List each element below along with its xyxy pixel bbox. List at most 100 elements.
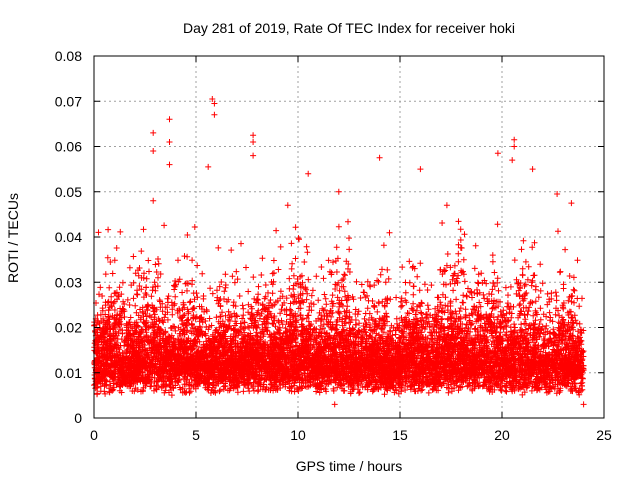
data-point bbox=[148, 293, 155, 300]
data-point bbox=[277, 243, 284, 250]
data-point bbox=[398, 303, 405, 310]
data-point bbox=[520, 237, 527, 244]
data-point bbox=[532, 298, 539, 305]
data-point bbox=[503, 310, 510, 317]
data-point bbox=[292, 224, 299, 231]
data-point bbox=[270, 257, 277, 264]
data-point bbox=[386, 229, 393, 236]
data-point bbox=[262, 282, 269, 288]
data-point bbox=[250, 274, 257, 281]
data-point bbox=[398, 388, 405, 395]
data-point bbox=[108, 293, 115, 300]
data-point bbox=[361, 289, 368, 296]
data-point bbox=[517, 301, 524, 307]
data-point bbox=[275, 266, 282, 273]
data-point bbox=[495, 287, 502, 294]
data-point bbox=[543, 389, 550, 396]
data-point bbox=[554, 343, 561, 350]
data-point bbox=[399, 264, 406, 271]
data-point bbox=[234, 389, 241, 396]
data-point bbox=[570, 286, 577, 293]
data-points bbox=[91, 96, 587, 408]
data-point bbox=[424, 302, 431, 309]
data-point bbox=[524, 276, 531, 283]
data-point bbox=[172, 293, 179, 300]
data-point bbox=[341, 271, 348, 278]
data-point bbox=[387, 296, 394, 303]
data-point bbox=[152, 261, 159, 268]
data-point bbox=[191, 224, 198, 230]
data-point bbox=[356, 390, 362, 397]
data-point bbox=[189, 257, 196, 264]
data-point bbox=[271, 270, 277, 276]
data-point bbox=[106, 284, 113, 291]
data-point bbox=[239, 302, 246, 309]
data-point bbox=[457, 305, 464, 312]
data-point bbox=[126, 264, 133, 271]
data-point bbox=[519, 271, 526, 278]
data-point bbox=[511, 257, 518, 264]
data-point bbox=[200, 295, 207, 302]
data-point bbox=[402, 289, 409, 296]
data-point bbox=[424, 287, 431, 293]
data-point bbox=[450, 287, 457, 294]
data-point bbox=[385, 275, 392, 282]
data-point bbox=[119, 279, 126, 286]
data-point bbox=[222, 284, 229, 291]
data-point bbox=[555, 324, 562, 331]
data-point bbox=[155, 256, 161, 262]
data-point bbox=[539, 280, 546, 287]
data-point bbox=[381, 391, 388, 398]
data-point bbox=[357, 295, 364, 301]
data-point bbox=[234, 276, 241, 283]
data-point bbox=[243, 264, 249, 271]
data-point bbox=[313, 273, 320, 280]
data-point bbox=[511, 321, 518, 328]
data-point bbox=[531, 272, 538, 279]
data-point bbox=[472, 242, 479, 249]
data-point bbox=[255, 291, 262, 298]
data-point bbox=[267, 297, 274, 303]
data-point bbox=[455, 250, 462, 257]
data-point bbox=[455, 218, 462, 225]
chart-title: Day 281 of 2019, Rate Of TEC Index for r… bbox=[183, 20, 515, 36]
data-point bbox=[457, 226, 464, 233]
data-point bbox=[321, 291, 328, 298]
data-point bbox=[175, 257, 181, 264]
data-point bbox=[393, 315, 400, 322]
data-point bbox=[476, 299, 483, 306]
data-point bbox=[214, 287, 220, 294]
data-point bbox=[406, 258, 413, 265]
data-point bbox=[544, 290, 551, 297]
data-point bbox=[273, 227, 280, 234]
data-point bbox=[323, 301, 330, 308]
data-point bbox=[111, 257, 118, 264]
data-point bbox=[526, 304, 533, 311]
data-point bbox=[104, 254, 111, 261]
data-point bbox=[502, 284, 509, 291]
data-point bbox=[384, 266, 391, 273]
data-point bbox=[494, 221, 501, 228]
data-point bbox=[286, 275, 293, 282]
data-point bbox=[113, 245, 120, 251]
data-point bbox=[393, 294, 400, 301]
data-point bbox=[320, 275, 327, 282]
data-point bbox=[228, 247, 235, 254]
data-point bbox=[199, 270, 206, 277]
data-point bbox=[96, 291, 102, 298]
data-point bbox=[145, 257, 152, 264]
data-point bbox=[425, 389, 432, 396]
data-point bbox=[155, 274, 161, 281]
data-point bbox=[258, 272, 265, 278]
data-point bbox=[537, 261, 544, 268]
data-point bbox=[428, 282, 435, 289]
data-point bbox=[288, 240, 295, 247]
data-point bbox=[460, 256, 467, 263]
data-point bbox=[333, 244, 340, 251]
data-point bbox=[416, 287, 423, 294]
data-point bbox=[371, 304, 378, 311]
data-point bbox=[346, 235, 352, 242]
data-point bbox=[186, 299, 193, 306]
